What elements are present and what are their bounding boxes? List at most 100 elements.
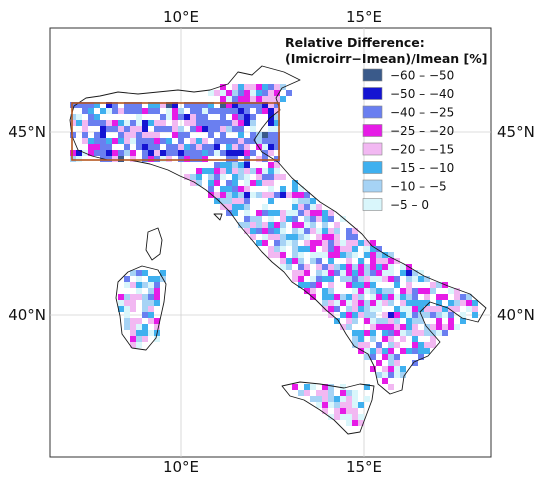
grid-cell [316, 204, 322, 210]
grid-cell [346, 294, 352, 300]
grid-cell [220, 126, 226, 132]
grid-cell [394, 318, 400, 324]
grid-cell [220, 108, 226, 114]
lon-tick-label-bottom-10: 10°E [163, 458, 199, 476]
grid-cell [196, 168, 202, 174]
grid-cell [310, 282, 316, 288]
grid-cell [292, 384, 298, 390]
grid-cell [124, 312, 130, 318]
grid-cell [94, 132, 100, 138]
grid-cell [208, 108, 214, 114]
grid-cell [202, 150, 208, 156]
grid-cell [346, 312, 352, 318]
grid-cell [316, 216, 322, 222]
grid-cell [214, 168, 220, 174]
grid-cell [322, 396, 328, 402]
grid-cell [388, 252, 394, 258]
grid-cell [304, 234, 310, 240]
grid-cell [280, 228, 286, 234]
grid-cell [412, 276, 418, 282]
grid-cell [292, 198, 298, 204]
grid-cell [322, 402, 328, 408]
grid-cell [352, 390, 358, 396]
grid-cell [268, 246, 274, 252]
grid-cell [340, 276, 346, 282]
grid-cell [394, 306, 400, 312]
grid-cell [400, 270, 406, 276]
grid-cell [328, 414, 334, 420]
grid-cell [424, 288, 430, 294]
grid-cell [166, 108, 172, 114]
grid-cell [424, 300, 430, 306]
coastline-corsica [145, 227, 163, 261]
grid-cell [352, 264, 358, 270]
grid-cell [142, 144, 148, 150]
grid-cell [142, 300, 148, 306]
grid-cell [214, 174, 220, 180]
grid-cell [406, 312, 412, 318]
grid-cell [400, 330, 406, 336]
grid-cell [454, 324, 460, 330]
grid-cell [346, 414, 352, 420]
grid-cell [118, 126, 124, 132]
grid-cell [208, 120, 214, 126]
grid-cell [238, 84, 244, 90]
grid-cell [424, 342, 430, 348]
grid-cell [298, 228, 304, 234]
grid-cell [214, 138, 220, 144]
grid-cell [328, 300, 334, 306]
grid-cell [250, 168, 256, 174]
grid-cell [244, 216, 250, 222]
grid-cell [232, 198, 238, 204]
grid-cell [304, 270, 310, 276]
grid-cell [130, 156, 136, 162]
grid-cell [238, 204, 244, 210]
grid-cell [376, 372, 382, 378]
grid-cell [244, 192, 250, 198]
grid-cell [328, 306, 334, 312]
grid-cell [268, 198, 274, 204]
grid-cell [238, 138, 244, 144]
grid-cell [106, 156, 112, 162]
grid-cell [130, 102, 136, 108]
grid-cell [112, 126, 118, 132]
grid-cell [352, 336, 358, 342]
grid-cell [184, 174, 190, 180]
grid-cell [316, 210, 322, 216]
grid-cell [358, 270, 364, 276]
grid-cell [274, 192, 280, 198]
grid-cell [364, 330, 370, 336]
grid-cell [400, 372, 406, 378]
grid-cell [412, 294, 418, 300]
grid-cell [178, 114, 184, 120]
grid-cell [388, 342, 394, 348]
grid-cell [364, 354, 370, 360]
grid-cell [400, 294, 406, 300]
grid-cell [382, 378, 388, 384]
legend-label-1: −50 – −40 [390, 87, 454, 101]
grid-cell [322, 222, 328, 228]
grid-cell [370, 282, 376, 288]
grid-cell [376, 348, 382, 354]
grid-cell [358, 282, 364, 288]
grid-cell [322, 390, 328, 396]
grid-cell [322, 210, 328, 216]
grid-cell [274, 156, 280, 162]
grid-cell [280, 96, 286, 102]
grid-cell [232, 96, 238, 102]
grid-cell [160, 126, 166, 132]
grid-cell [106, 126, 112, 132]
grid-cell [124, 102, 130, 108]
grid-cell [124, 120, 130, 126]
grid-cell [364, 246, 370, 252]
grid-cell [304, 264, 310, 270]
grid-cell [370, 276, 376, 282]
grid-cell [370, 330, 376, 336]
grid-cell [154, 318, 160, 324]
grid-cell [274, 210, 280, 216]
grid-cell [118, 120, 124, 126]
grid-cell [190, 180, 196, 186]
grid-cell [250, 132, 256, 138]
grid-cell [382, 366, 388, 372]
grid-cell [232, 192, 238, 198]
